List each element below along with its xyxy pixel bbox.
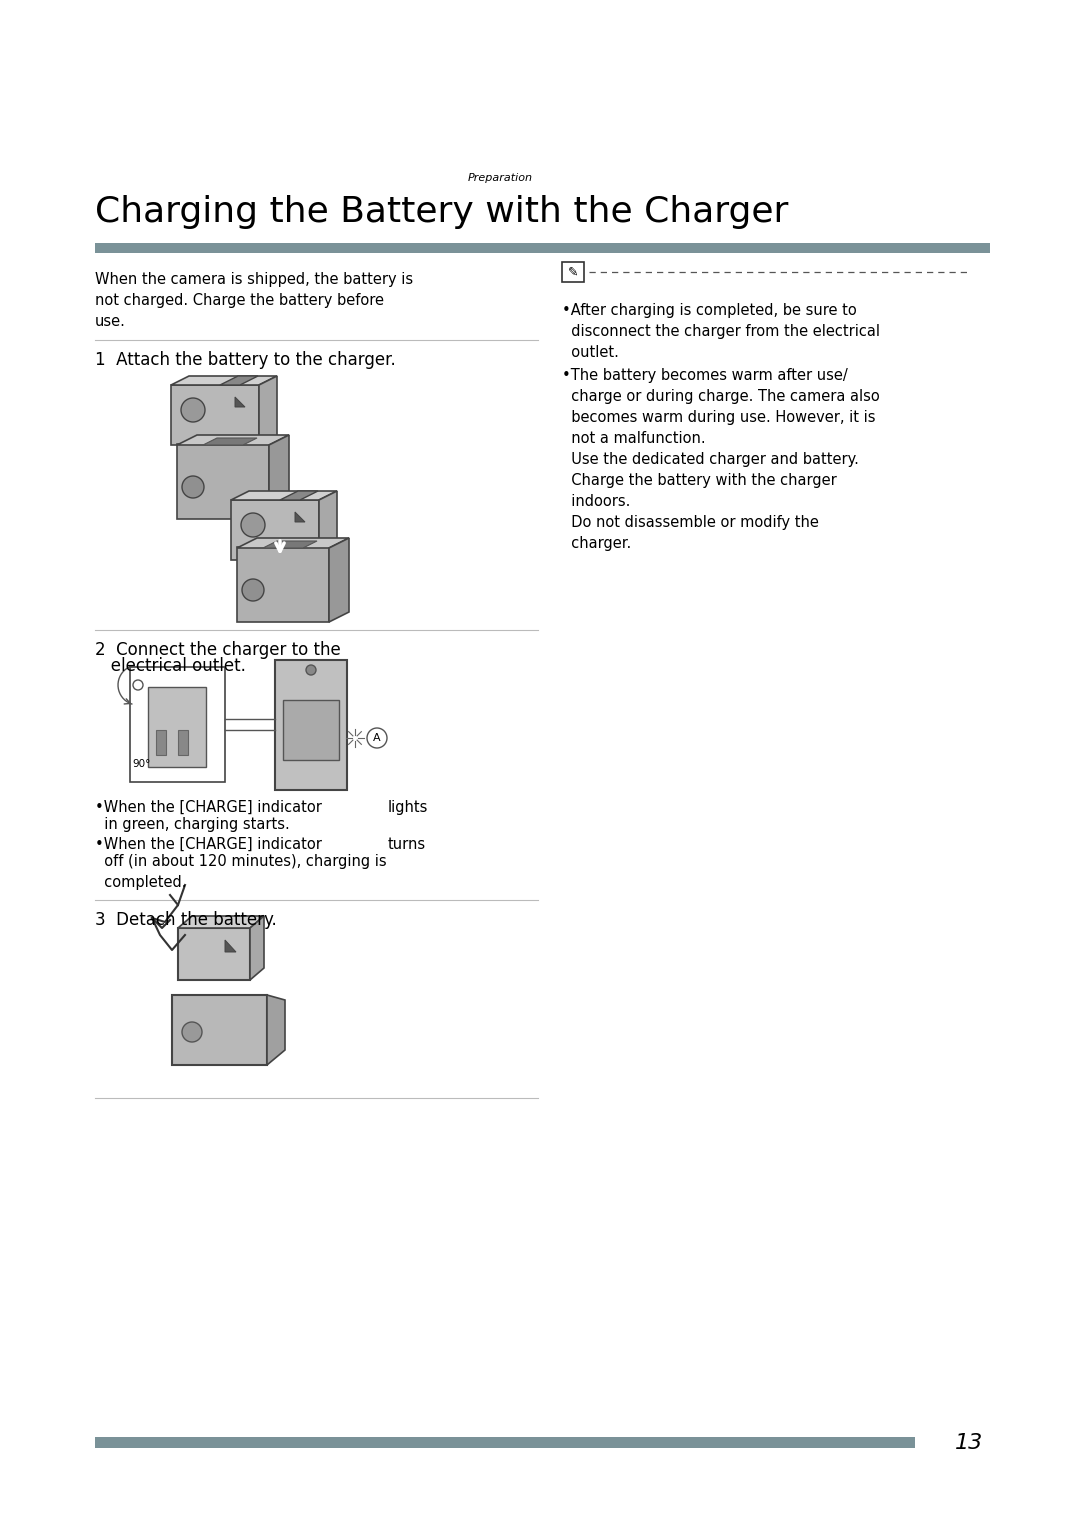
Polygon shape [259, 375, 276, 446]
Bar [172, 995, 267, 1065]
Polygon shape [269, 435, 289, 519]
Text: 90°: 90° [132, 758, 150, 769]
Polygon shape [203, 438, 257, 446]
Polygon shape [231, 491, 337, 501]
Polygon shape [319, 491, 337, 560]
Circle shape [181, 398, 205, 423]
Bar [156, 729, 166, 755]
Bar [130, 667, 225, 781]
Polygon shape [264, 542, 318, 548]
Text: 1  Attach the battery to the charger.: 1 Attach the battery to the charger. [95, 351, 395, 369]
Bar [275, 661, 347, 790]
Text: ✎: ✎ [568, 266, 578, 279]
Polygon shape [249, 916, 264, 980]
Text: turns: turns [388, 836, 427, 852]
Polygon shape [178, 928, 249, 980]
Polygon shape [225, 940, 237, 952]
Bar [95, 243, 990, 253]
Polygon shape [267, 995, 285, 1065]
Bar [231, 501, 319, 560]
Bar [177, 444, 269, 519]
Text: electrical outlet.: electrical outlet. [95, 658, 246, 674]
Bar [171, 385, 259, 446]
Text: A: A [374, 732, 381, 743]
Polygon shape [235, 397, 245, 407]
Polygon shape [220, 375, 258, 385]
Text: lights: lights [388, 800, 429, 815]
Polygon shape [178, 916, 264, 928]
Text: off (in about 120 minutes), charging is
  completed.: off (in about 120 minutes), charging is … [95, 855, 387, 890]
Text: 3  Detach the battery.: 3 Detach the battery. [95, 911, 276, 929]
Text: When the camera is shipped, the battery is
not charged. Charge the battery befor: When the camera is shipped, the battery … [95, 272, 414, 330]
Text: •The battery becomes warm after use/
  charge or during charge. The camera also
: •The battery becomes warm after use/ cha… [562, 368, 880, 551]
Polygon shape [177, 435, 289, 446]
Circle shape [183, 476, 204, 497]
Bar [148, 687, 206, 768]
Polygon shape [171, 375, 276, 385]
Bar [283, 700, 339, 760]
Text: Preparation: Preparation [468, 172, 532, 183]
Bar [562, 262, 584, 282]
Polygon shape [295, 513, 305, 522]
Text: in green, charging starts.: in green, charging starts. [95, 816, 289, 832]
Bar [95, 1437, 915, 1448]
Polygon shape [280, 491, 318, 501]
Text: •When the [CHARGE] indicator: •When the [CHARGE] indicator [95, 800, 322, 815]
Circle shape [242, 578, 264, 601]
Text: •When the [CHARGE] indicator: •When the [CHARGE] indicator [95, 836, 322, 852]
Bar [237, 546, 329, 623]
Circle shape [367, 728, 387, 748]
Circle shape [183, 1022, 202, 1042]
Text: 13: 13 [955, 1433, 983, 1453]
Circle shape [241, 513, 265, 537]
Polygon shape [237, 539, 349, 548]
Text: 2  Connect the charger to the: 2 Connect the charger to the [95, 641, 341, 659]
Polygon shape [329, 539, 349, 623]
Text: Charging the Battery with the Charger: Charging the Battery with the Charger [95, 195, 788, 229]
Bar [178, 729, 188, 755]
Text: •After charging is completed, be sure to
  disconnect the charger from the elect: •After charging is completed, be sure to… [562, 304, 880, 360]
Circle shape [306, 665, 316, 674]
